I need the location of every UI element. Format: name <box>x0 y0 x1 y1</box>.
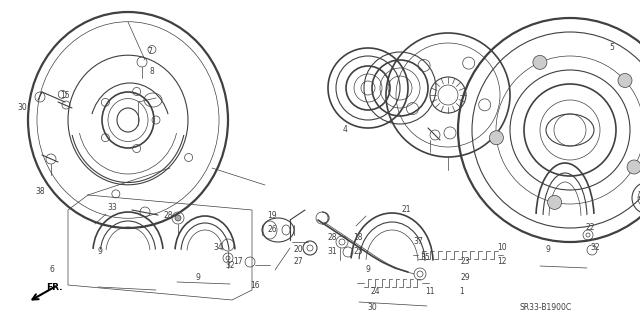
Text: 16: 16 <box>250 280 260 290</box>
Text: 17: 17 <box>233 257 243 266</box>
Circle shape <box>175 215 181 221</box>
Text: 11: 11 <box>425 287 435 296</box>
Text: 15: 15 <box>60 91 70 100</box>
Text: 1: 1 <box>460 287 465 296</box>
Text: 31: 31 <box>327 248 337 256</box>
Text: 30: 30 <box>367 303 377 313</box>
Text: 8: 8 <box>150 68 154 77</box>
Text: 27: 27 <box>293 257 303 266</box>
Text: 10: 10 <box>497 243 507 253</box>
Text: 34: 34 <box>213 243 223 253</box>
Text: 18: 18 <box>353 234 363 242</box>
Text: 2: 2 <box>637 190 640 199</box>
Text: 35: 35 <box>420 254 430 263</box>
Text: SR33-B1900C: SR33-B1900C <box>520 303 572 313</box>
Text: 32: 32 <box>225 261 235 270</box>
Text: FR.: FR. <box>46 284 63 293</box>
Text: 25: 25 <box>353 248 363 256</box>
Circle shape <box>627 160 640 174</box>
Text: 9: 9 <box>545 246 550 255</box>
Text: 9: 9 <box>97 248 102 256</box>
Text: 28: 28 <box>327 234 337 242</box>
Text: 33: 33 <box>107 204 117 212</box>
Text: 28: 28 <box>163 211 173 219</box>
Text: 5: 5 <box>609 43 614 53</box>
Text: 38: 38 <box>35 188 45 197</box>
Text: 30: 30 <box>17 103 27 113</box>
Text: 7: 7 <box>148 48 152 56</box>
Text: 12: 12 <box>497 257 507 266</box>
Circle shape <box>618 73 632 87</box>
Text: 29: 29 <box>460 273 470 283</box>
Text: 20: 20 <box>293 246 303 255</box>
Text: 9: 9 <box>365 265 371 275</box>
Circle shape <box>533 56 547 70</box>
Circle shape <box>548 195 562 209</box>
Text: 9: 9 <box>196 273 200 283</box>
Text: 24: 24 <box>370 287 380 296</box>
Text: 37: 37 <box>413 238 423 247</box>
Text: 6: 6 <box>49 265 54 275</box>
Text: 32: 32 <box>590 243 600 253</box>
Text: 4: 4 <box>342 125 348 135</box>
Text: 22: 22 <box>585 224 595 233</box>
Text: 26: 26 <box>267 226 277 234</box>
Text: 19: 19 <box>267 211 277 219</box>
Text: 21: 21 <box>401 205 411 214</box>
Text: 23: 23 <box>460 257 470 266</box>
Circle shape <box>490 131 504 145</box>
